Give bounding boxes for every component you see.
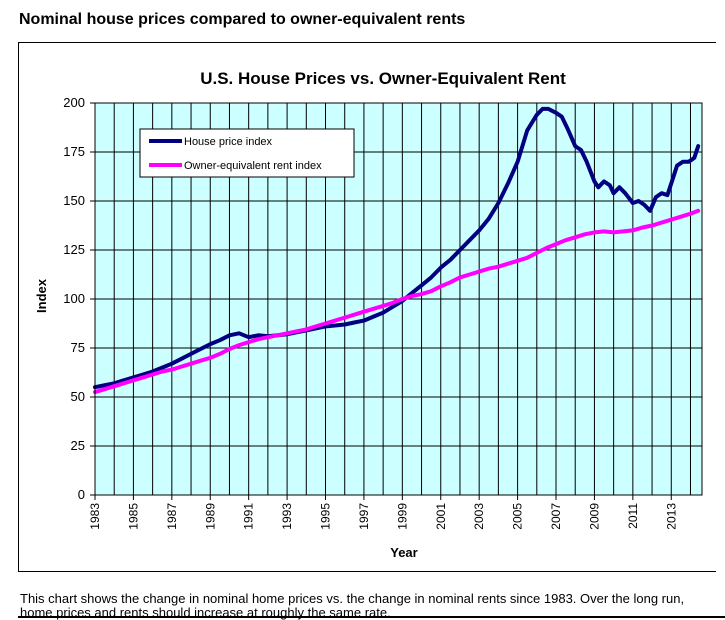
x-tick-label: 2003	[472, 503, 486, 530]
x-tick-label: 1991	[242, 503, 256, 530]
x-tick-label: 1983	[88, 503, 102, 530]
y-tick-label: 175	[63, 144, 85, 159]
legend-box	[139, 128, 355, 178]
chart-frame: 0 25 50 75 100 125 150 175 200 1983 1985 1987 1989 19…	[18, 42, 716, 572]
legend-label: Owner-equivalent rent index	[184, 160, 322, 172]
x-tick-label: 2009	[587, 503, 601, 530]
x-tick-label: 2007	[549, 503, 563, 530]
y-tick-label: 200	[63, 95, 85, 110]
y-axis-label: Index	[34, 278, 49, 313]
x-tick-label: 1987	[165, 503, 179, 530]
x-tick-label: 1989	[203, 503, 217, 530]
y-tick-label: 0	[78, 487, 85, 502]
rent-index-line	[93, 208, 701, 395]
series-layer	[93, 106, 701, 395]
y-tick-label: 75	[71, 340, 85, 355]
chart-title: U.S. House Prices vs. Owner-Equivalent R…	[200, 69, 566, 88]
chart: 0 25 50 75 100 125 150 175 200 1983 1985 1987 1989 19…	[34, 69, 703, 560]
page-heading: Nominal house prices compared to owner-e…	[19, 11, 466, 28]
x-tick-label: 1997	[357, 503, 371, 530]
y-tick-label: 100	[63, 291, 85, 306]
x-tick-label: 1993	[280, 503, 294, 530]
x-tick-label: 1995	[319, 503, 333, 530]
y-tick-label: 150	[63, 193, 85, 208]
y-tick-label: 125	[63, 242, 85, 257]
x-tick-label: 2011	[626, 503, 640, 529]
x-tick-label: 2001	[434, 503, 448, 530]
axes: 0 25 50 75 100 125 150 175 200 1983 1985 1987 1989 19…	[63, 95, 703, 530]
x-axis-label: Year	[390, 545, 417, 560]
y-tick-label: 50	[71, 389, 85, 404]
legend: House price index Owner-equivalent rent i…	[139, 128, 355, 178]
x-tick-label: 1999	[395, 503, 409, 530]
plot-border	[94, 102, 703, 496]
x-tick-label: 2013	[664, 503, 678, 530]
caption-divider	[18, 616, 725, 618]
legend-label: House price index	[184, 136, 273, 148]
x-tick-label: 1985	[126, 503, 140, 530]
x-tick-label: 2005	[511, 503, 525, 530]
house-price-line	[93, 106, 701, 390]
y-tick-label: 25	[71, 438, 85, 453]
